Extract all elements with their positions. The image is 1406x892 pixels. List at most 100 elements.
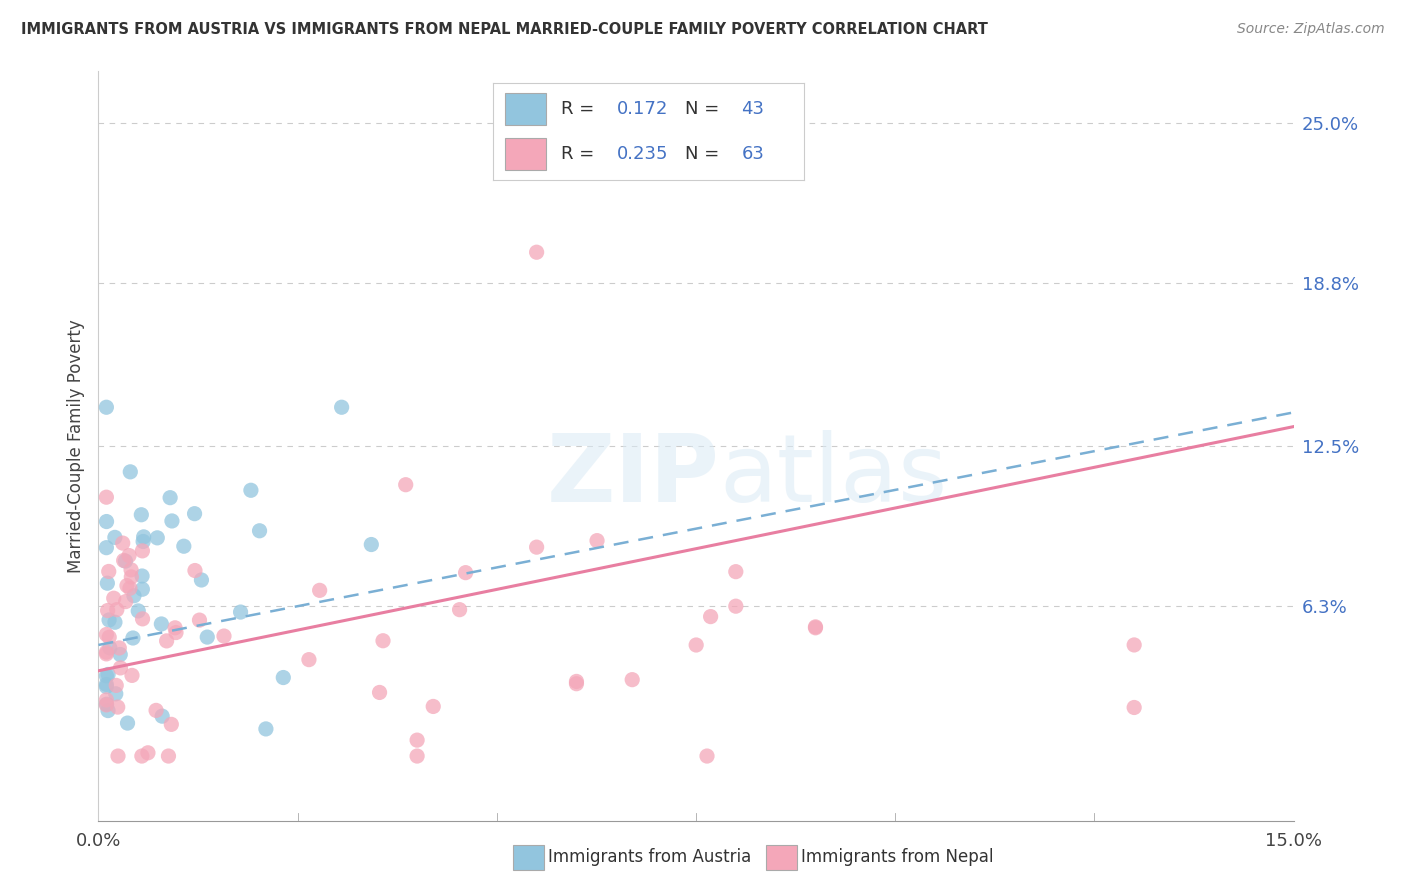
Point [97, 603, 120, 617]
Point [526, 245, 548, 260]
Point [132, 534, 155, 549]
Point [724, 565, 747, 579]
Point [117, 716, 139, 731]
Point [368, 685, 391, 699]
Text: Source: ZipAtlas.com: Source: ZipAtlas.com [1237, 22, 1385, 37]
Point [131, 612, 153, 626]
Point [107, 749, 129, 764]
Point [330, 401, 353, 415]
Point [183, 507, 205, 521]
Point [159, 491, 181, 505]
Point [96, 647, 118, 661]
Point [586, 533, 609, 548]
Point [131, 569, 153, 583]
Point [212, 629, 235, 643]
Point [107, 700, 129, 714]
Point [621, 673, 644, 687]
Text: Immigrants from Austria: Immigrants from Austria [548, 848, 752, 866]
Point [96, 669, 118, 683]
Point [108, 640, 131, 655]
Point [150, 617, 173, 632]
Point [184, 564, 207, 578]
Point [111, 536, 134, 550]
Point [160, 514, 183, 528]
Point [454, 566, 477, 580]
Point [104, 687, 127, 701]
Point [150, 709, 173, 723]
Point [526, 540, 548, 554]
Point [157, 749, 180, 764]
Point [804, 621, 827, 635]
Point [565, 676, 588, 690]
Point [114, 554, 136, 568]
Point [308, 583, 330, 598]
Point [699, 609, 721, 624]
Point [165, 621, 187, 635]
Text: atlas: atlas [720, 430, 948, 522]
Point [96, 645, 118, 659]
Point [97, 704, 120, 718]
Point [96, 698, 118, 712]
Point [96, 515, 118, 529]
Point [98, 640, 121, 655]
Point [136, 746, 159, 760]
Point [146, 531, 169, 545]
Point [115, 579, 138, 593]
Point [173, 539, 195, 553]
Point [804, 620, 827, 634]
Point [103, 591, 125, 606]
Point [239, 483, 262, 498]
Point [118, 549, 141, 563]
Point [96, 693, 118, 707]
Point [254, 722, 277, 736]
Point [229, 605, 252, 619]
Y-axis label: Married-Couple Family Poverty: Married-Couple Family Poverty [66, 319, 84, 573]
Point [97, 667, 120, 681]
Point [724, 599, 747, 614]
Point [160, 717, 183, 731]
Point [395, 477, 418, 491]
Text: Immigrants from Nepal: Immigrants from Nepal [801, 848, 994, 866]
Point [127, 604, 149, 618]
Point [96, 401, 118, 415]
Point [110, 661, 132, 675]
Point [98, 613, 121, 627]
Point [96, 698, 118, 712]
Point [249, 524, 271, 538]
Point [188, 613, 211, 627]
Point [195, 630, 218, 644]
Point [298, 653, 321, 667]
Point [110, 648, 132, 662]
Point [96, 677, 118, 691]
Point [1123, 638, 1146, 652]
Point [131, 508, 153, 522]
Point [696, 749, 718, 764]
Text: IMMIGRANTS FROM AUSTRIA VS IMMIGRANTS FROM NEPAL MARRIED-COUPLE FAMILY POVERTY C: IMMIGRANTS FROM AUSTRIA VS IMMIGRANTS FR… [21, 22, 988, 37]
Point [98, 630, 121, 644]
Point [120, 465, 142, 479]
Point [156, 633, 179, 648]
Point [271, 671, 294, 685]
Point [96, 680, 118, 694]
Point [406, 749, 429, 764]
Point [105, 602, 128, 616]
Point [406, 733, 429, 747]
Point [122, 631, 145, 645]
Point [422, 699, 444, 714]
Point [165, 625, 187, 640]
Text: ZIP: ZIP [547, 430, 720, 522]
Point [685, 638, 707, 652]
Point [131, 749, 153, 764]
Point [120, 563, 142, 577]
Point [190, 573, 212, 587]
Point [131, 544, 153, 558]
Point [131, 582, 153, 597]
Point [96, 490, 118, 504]
Point [122, 589, 145, 603]
Point [105, 678, 128, 692]
Point [112, 553, 135, 567]
Point [121, 668, 143, 682]
Point [97, 565, 120, 579]
Point [565, 674, 588, 689]
Point [96, 576, 118, 591]
